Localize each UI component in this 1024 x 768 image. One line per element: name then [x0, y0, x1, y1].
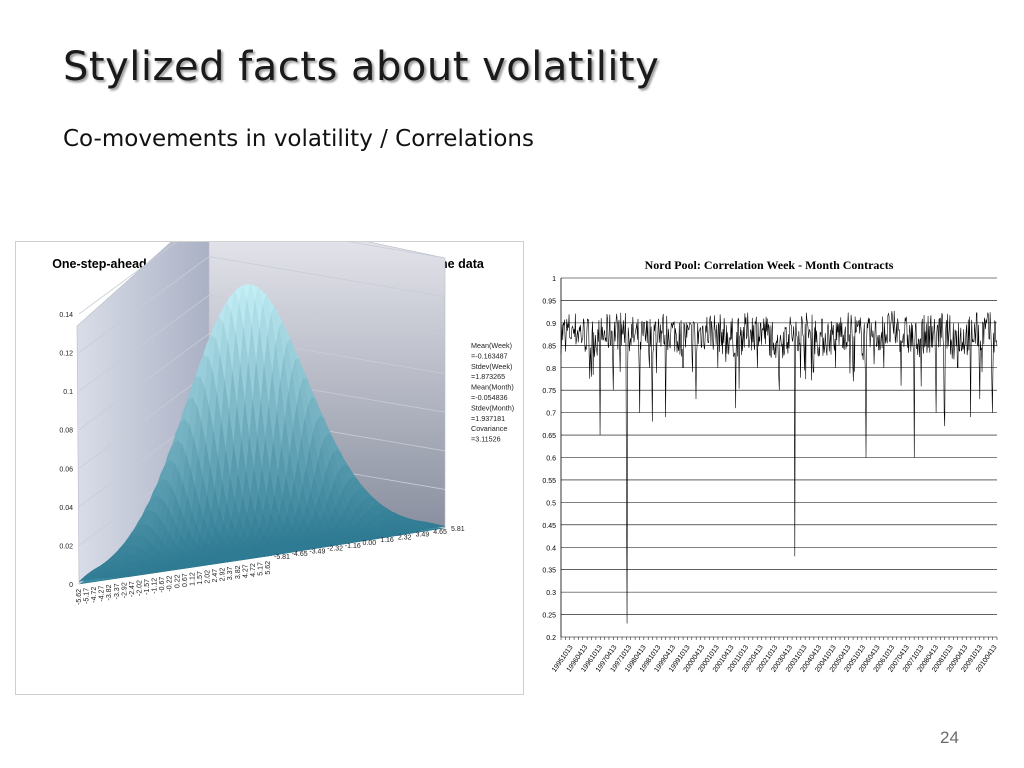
page-number: 24 [940, 728, 959, 747]
x-tick-label: 1.12 [189, 572, 196, 586]
x-tick-label: 4.27 [242, 564, 249, 578]
y-tick-label: 0.3 [546, 590, 556, 597]
z-gridline [78, 256, 446, 353]
legend-line: =-0.163487 [471, 351, 508, 360]
y-tick-label: 0.2 [546, 635, 556, 642]
y-tick-label: 0.4 [546, 545, 556, 552]
y-tick-label: 0.95 [542, 298, 556, 305]
legend-line: Covariance [471, 424, 507, 433]
x-tick-label: -2.92 [121, 582, 128, 598]
legend-line: Mean(Month) [471, 383, 514, 392]
y-tick-label: 0.9 [546, 321, 556, 328]
y-tick-label: 0.00 [363, 540, 377, 547]
x-tick-label: -1.12 [152, 578, 159, 594]
legend-line: =1.937181 [471, 414, 505, 423]
z-gridline [78, 294, 446, 392]
y-tick-label: 1.16 [380, 537, 394, 544]
correlation-line-chart: Nord Pool: Correlation Week - Month Cont… [531, 250, 1006, 695]
x-tick-label: -3.37 [114, 583, 121, 599]
y-tick-label: 2.32 [398, 534, 412, 541]
z-tick-label: 0.04 [59, 505, 73, 512]
y-tick-label: 0.6 [546, 456, 556, 463]
y-tick-label: -2.32 [327, 546, 343, 553]
x-tick-label: 5.62 [265, 561, 272, 575]
y-tick-label: -1.16 [345, 543, 361, 550]
x-tick-label: 0.22 [174, 574, 181, 588]
correlation-chart-svg: Nord Pool: Correlation Week - Month Cont… [542, 258, 998, 674]
y-tick-label: 0.25 [542, 613, 556, 620]
x-tick-label: -2.47 [129, 581, 136, 597]
y-tick-label: 0.45 [542, 523, 556, 530]
y-tick-label: -3.49 [309, 548, 325, 555]
x-tick-label: 2.92 [220, 568, 227, 582]
legend-line: Mean(Week) [471, 341, 512, 350]
y-tick-label: 0.7 [546, 411, 556, 418]
legend-line: =3.11526 [471, 435, 501, 444]
z-tick-label: 0.08 [59, 428, 73, 435]
y-tick-label: 0.75 [542, 388, 556, 395]
y-tick-label: 0.8 [546, 366, 556, 373]
z-tick-label: 0.1 [63, 389, 73, 396]
y-tick-label: 4.65 [433, 529, 447, 536]
z-gridline [78, 333, 446, 431]
correlation-chart-title: Nord Pool: Correlation Week - Month Cont… [645, 258, 894, 272]
surface-patch [263, 555, 272, 557]
x-tick-label: 1.57 [197, 571, 204, 585]
y-tick-label: 0.55 [542, 478, 556, 485]
x-tick-label: -5.17 [84, 588, 91, 604]
x-tick-label: -4.27 [99, 586, 106, 602]
correlation-series-line [560, 310, 998, 624]
x-tick-label: -1.57 [144, 579, 151, 595]
x-tick-label: -0.67 [159, 577, 166, 593]
x-tick-label: -3.82 [106, 584, 113, 600]
y-tick-label: -4.65 [292, 551, 308, 558]
x-tick-label: 4.72 [250, 563, 257, 577]
z-tick-label: 0 [69, 582, 73, 589]
slide-title: Stylized facts about volatility [63, 44, 660, 90]
y-tick-label: 1 [552, 276, 556, 283]
density-surface-chart: One-step-ahead density fK(yt|xt-1,θ): xi… [15, 207, 524, 695]
y-tick-label: 0.35 [542, 568, 556, 575]
z-tick-label: 0.02 [59, 543, 73, 550]
density-surface-svg: One-step-ahead density fK(yt|xt-1,θ): xi… [52, 207, 514, 605]
x-tick-label: -0.22 [167, 575, 174, 591]
y-tick-label: 3.49 [416, 532, 430, 539]
y-tick-label: -5.81 [274, 554, 290, 561]
slide-subtitle: Co-movements in volatility / Correlation… [63, 126, 534, 152]
x-tick-label: -4.72 [91, 587, 98, 603]
legend-line: =1.873265 [471, 372, 505, 381]
legend-line: Stdev(Week) [471, 362, 512, 371]
x-tick-label: 2.02 [205, 570, 212, 584]
x-tick-label: -5.62 [76, 589, 83, 605]
y-tick-label: 0.65 [542, 433, 556, 440]
y-tick-label: 0.85 [542, 343, 556, 350]
legend-line: Stdev(Month) [471, 403, 514, 412]
legend-line: =-0.054836 [471, 393, 508, 402]
z-tick-label: 0.14 [59, 312, 73, 319]
z-tick-label: 0.12 [59, 351, 73, 358]
y-tick-label: 0.5 [546, 500, 556, 507]
x-tick-label: -2.02 [136, 580, 143, 596]
x-tick-label: 3.37 [227, 566, 234, 580]
x-tick-label: 0.67 [182, 573, 189, 587]
z-tick-label: 0.06 [59, 466, 73, 473]
x-tick-label: 5.17 [257, 562, 264, 576]
x-tick-label: 3.82 [235, 565, 242, 579]
y-tick-label: 5.81 [451, 526, 465, 533]
x-tick-label: 2.47 [212, 569, 219, 583]
